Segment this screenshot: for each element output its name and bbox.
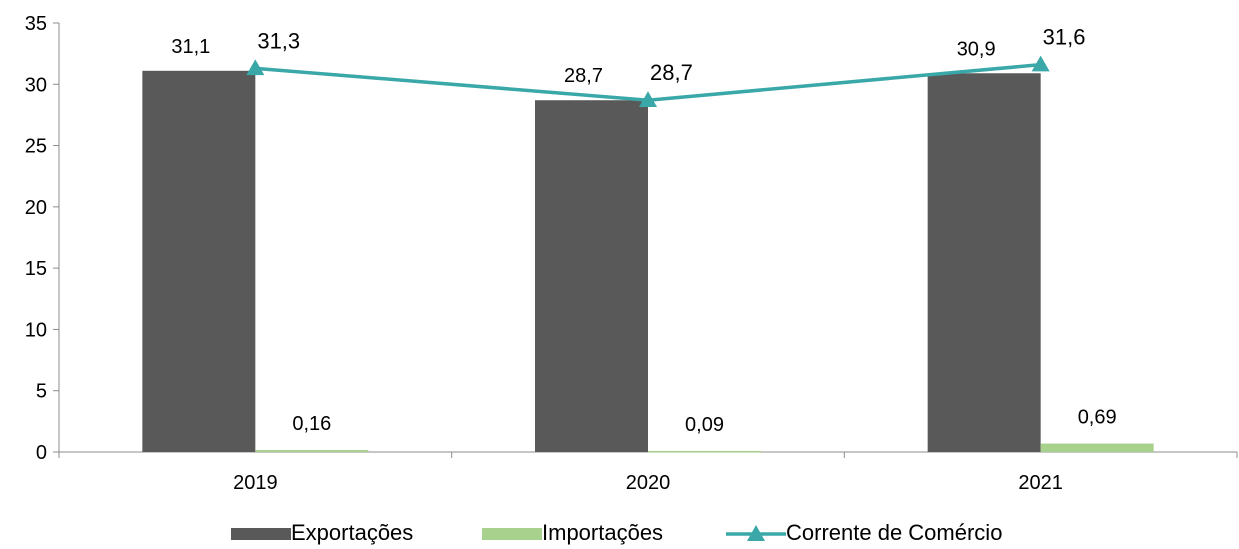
marker-corrente-de-comercio	[639, 91, 657, 107]
data-label-importacoes: 0,09	[685, 414, 724, 436]
data-label-importacoes: 0,69	[1078, 407, 1117, 429]
bars	[142, 70, 1154, 453]
y-tick-label: 20	[25, 197, 47, 219]
line-series	[246, 55, 1050, 107]
marker-corrente-de-comercio	[1031, 55, 1050, 72]
data-label-corrente-de-comercio: 31,6	[1043, 25, 1086, 50]
data-label-exportacoes: 30,9	[957, 38, 996, 60]
y-tick-label: 15	[25, 258, 47, 280]
marker-corrente-de-comercio	[246, 59, 265, 76]
legend-swatch-importacoes	[482, 528, 542, 540]
legend-label-importacoes: Importações	[542, 520, 663, 545]
y-tick-label: 25	[25, 136, 47, 158]
data-label-exportacoes: 31,1	[171, 36, 210, 58]
data-label-exportacoes: 28,7	[564, 65, 603, 87]
y-tick-label: 5	[36, 381, 47, 403]
legend: Exportações Importações Corrente de Comérc…	[231, 520, 1002, 545]
x-tick-label: 2020	[626, 472, 671, 494]
legend-marker-corrente-de-comercio	[747, 525, 765, 541]
legend-label-exportacoes: Exportações	[291, 520, 413, 545]
bar-exportacoes	[535, 100, 648, 452]
legend-label-corrente-de-comercio: Corrente de Comércio	[786, 520, 1002, 545]
bar-importacoes	[648, 450, 761, 453]
y-tick-label: 35	[25, 13, 47, 35]
data-label-importacoes: 0,16	[292, 413, 331, 435]
data-labels: 31,1 0,16 28,7 0,09 30,9 0,69 31,3 28,7 31,6	[171, 25, 1116, 436]
x-tick-label: 2019	[233, 472, 278, 494]
data-label-corrente-de-comercio: 31,3	[257, 28, 300, 53]
bar-importacoes	[1040, 443, 1154, 452]
x-tick-label: 2021	[1018, 472, 1063, 494]
y-tick-label: 10	[25, 319, 47, 341]
y-tick-label: 30	[25, 74, 47, 96]
bar-exportacoes	[927, 73, 1041, 453]
bar-importacoes	[255, 450, 369, 452]
legend-swatch-exportacoes	[231, 528, 291, 540]
data-label-corrente-de-comercio: 28,7	[650, 60, 693, 85]
y-tick-label: 0	[36, 442, 47, 464]
bar-exportacoes	[142, 70, 256, 452]
